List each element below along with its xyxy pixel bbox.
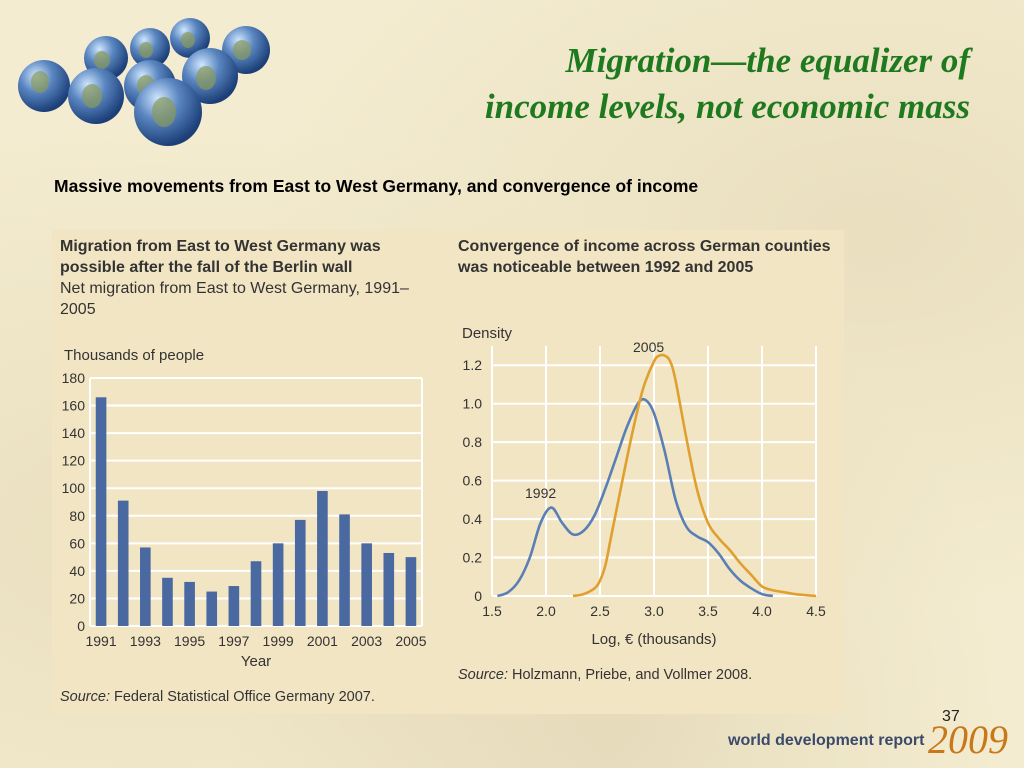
y-tick-label: 1.0 bbox=[463, 396, 483, 412]
density-chart: Density 0 0.2 0.4 0.6 0.8 1.0 1.2 1.5 2.0 2.5 3.0 3.… bbox=[462, 325, 826, 648]
series-line-2005 bbox=[572, 353, 817, 598]
x-tick-label: 1.5 bbox=[482, 603, 502, 619]
bar bbox=[95, 397, 107, 626]
x-tick-label: 3.0 bbox=[644, 603, 664, 619]
bar bbox=[162, 577, 173, 626]
x-tick-label: 1999 bbox=[263, 633, 294, 649]
y-tick-label: 160 bbox=[62, 398, 86, 414]
slide-title: Migration—the equalizer of income levels… bbox=[485, 38, 970, 130]
y-axis-title: Density bbox=[462, 325, 513, 342]
series-label-2005: 2005 bbox=[633, 339, 664, 355]
bar bbox=[339, 514, 350, 626]
y-tick-label: 100 bbox=[62, 480, 86, 496]
y-tick-label: 40 bbox=[69, 563, 85, 579]
bar bbox=[184, 581, 195, 626]
left-source-text: Federal Statistical Office Germany 2007. bbox=[114, 689, 375, 705]
x-tick-label: 2003 bbox=[351, 633, 382, 649]
right-panel: Convergence of income across German coun… bbox=[458, 236, 838, 278]
x-axis-title: Log, € (thousands) bbox=[591, 631, 716, 648]
y-tick-label: 1.2 bbox=[463, 357, 483, 373]
left-source-label: Source: bbox=[60, 689, 110, 705]
x-tick-label: 2.0 bbox=[536, 603, 556, 619]
x-tick-label: 2.5 bbox=[590, 603, 610, 619]
globe-icon bbox=[130, 28, 170, 68]
bar bbox=[228, 586, 240, 626]
bar bbox=[206, 591, 218, 626]
right-source-label: Source: bbox=[458, 667, 508, 683]
y-tick-label: 60 bbox=[69, 535, 85, 551]
right-source-text: Holzmann, Priebe, and Vollmer 2008. bbox=[512, 667, 753, 683]
globes-logo bbox=[18, 18, 270, 146]
footer-year: 2009 bbox=[928, 717, 1008, 762]
y-tick-label: 120 bbox=[62, 453, 86, 469]
x-tick-label: 1995 bbox=[174, 633, 205, 649]
x-tick-label: 4.5 bbox=[806, 603, 826, 619]
globe-icon bbox=[182, 48, 238, 104]
x-tick-label: 3.5 bbox=[698, 603, 718, 619]
y-axis-title: Thousands of people bbox=[64, 347, 204, 364]
bar bbox=[140, 547, 151, 626]
left-panel-subheading: Net migration from East to West Germany,… bbox=[60, 280, 409, 318]
right-panel-heading: Convergence of income across German coun… bbox=[458, 238, 831, 276]
bar bbox=[294, 519, 306, 626]
bar bbox=[250, 561, 262, 626]
title-line-2: income levels, not economic mass bbox=[484, 87, 970, 126]
bar bbox=[405, 557, 417, 626]
x-tick-label: 2001 bbox=[307, 633, 338, 649]
y-tick-label: 0.2 bbox=[463, 550, 483, 566]
right-source: Source: Holzmann, Priebe, and Vollmer 20… bbox=[458, 667, 752, 683]
bar bbox=[383, 552, 395, 626]
title-line-1: Migration—the equalizer of bbox=[565, 41, 970, 80]
globe-icon bbox=[170, 18, 210, 58]
y-tick-label: 0 bbox=[77, 618, 85, 634]
x-tick-label: 1997 bbox=[218, 633, 249, 649]
y-tick-label: 0 bbox=[474, 588, 482, 604]
x-tick-label: 4.0 bbox=[752, 603, 772, 619]
y-tick-label: 140 bbox=[62, 425, 86, 441]
x-axis-title: Year bbox=[241, 653, 271, 670]
footer-text: world development report bbox=[728, 732, 925, 749]
x-tick-label: 1991 bbox=[85, 633, 116, 649]
page-number: 37 bbox=[942, 708, 960, 725]
x-tick-label: 2005 bbox=[395, 633, 426, 649]
bar bbox=[117, 500, 129, 626]
y-tick-label: 0.8 bbox=[463, 434, 483, 450]
left-panel: Migration from East to West Germany was … bbox=[60, 236, 432, 320]
y-tick-label: 20 bbox=[69, 590, 85, 606]
left-source: Source: Federal Statistical Office Germa… bbox=[60, 689, 375, 705]
globe-icon bbox=[18, 60, 70, 112]
bar bbox=[272, 543, 284, 626]
bar bbox=[317, 490, 328, 626]
y-tick-label: 80 bbox=[69, 508, 85, 524]
y-tick-label: 0.6 bbox=[463, 473, 483, 489]
x-tick-label: 1993 bbox=[130, 633, 161, 649]
bar bbox=[361, 543, 372, 626]
bar-chart: Thousands of people 0 20 40 60 80 100 120 140 160… bbox=[62, 347, 427, 670]
left-panel-heading: Migration from East to West Germany was … bbox=[60, 238, 381, 276]
globe-icon bbox=[134, 78, 202, 146]
y-tick-label: 0.4 bbox=[463, 511, 483, 527]
slide-subtitle: Massive movements from East to West Germ… bbox=[54, 176, 699, 196]
globe-icon bbox=[68, 68, 124, 124]
y-tick-label: 180 bbox=[62, 370, 86, 386]
series-label-1992: 1992 bbox=[525, 485, 556, 501]
